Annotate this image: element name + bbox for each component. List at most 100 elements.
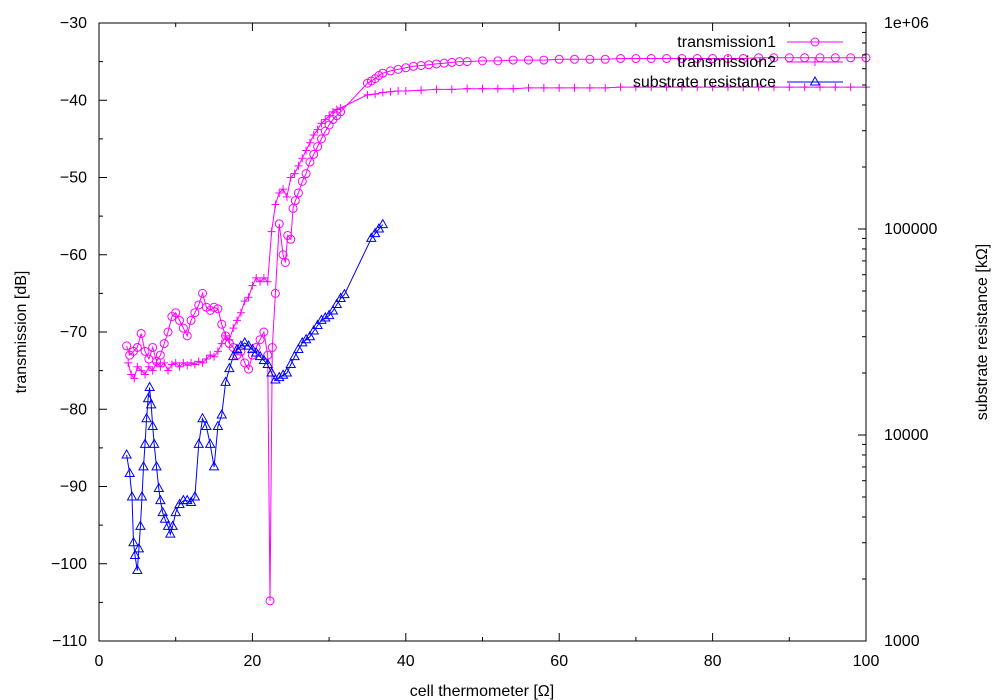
- data-point: [235, 340, 247, 350]
- data-point: [331, 298, 343, 309]
- y-tick-label: −100: [51, 556, 87, 573]
- data-point: [244, 364, 254, 374]
- data-point: [327, 304, 339, 315]
- data-point: [141, 370, 150, 379]
- data-point: [305, 138, 314, 147]
- data-point: [126, 490, 138, 501]
- y-tick-label: −30: [60, 15, 87, 32]
- data-point: [300, 333, 312, 344]
- data-point: [175, 315, 185, 325]
- data-point: [631, 83, 640, 92]
- data-point: [193, 438, 205, 448]
- data-point: [600, 54, 610, 64]
- data-point: [263, 277, 272, 286]
- data-point: [157, 506, 169, 517]
- data-point: [631, 54, 641, 64]
- data-point: [297, 176, 307, 186]
- data-point: [198, 358, 207, 367]
- series-3: [121, 218, 389, 574]
- data-point: [369, 227, 381, 238]
- data-point: [754, 83, 763, 92]
- series-layer: [121, 53, 871, 606]
- data-point: [286, 234, 296, 244]
- data-point: [216, 409, 228, 419]
- data-point: [144, 381, 155, 392]
- data-point: [508, 55, 518, 65]
- data-point: [186, 315, 196, 325]
- data-point: [201, 420, 212, 430]
- data-point: [151, 460, 162, 471]
- x-axis: 0 20 40 60 80 100: [95, 23, 879, 670]
- data-point: [135, 520, 146, 530]
- data-point: [262, 358, 274, 368]
- data-point: [708, 83, 717, 92]
- data-point: [285, 358, 297, 368]
- data-point: [309, 131, 318, 140]
- data-point: [164, 528, 176, 538]
- y-tick-label: −70: [60, 324, 87, 341]
- data-point: [175, 362, 184, 371]
- data-point: [478, 56, 487, 66]
- data-point: [159, 339, 169, 349]
- data-point: [247, 350, 257, 360]
- y2-tick-label: 10000: [884, 427, 929, 444]
- data-point: [286, 173, 295, 182]
- data-point: [432, 85, 441, 94]
- data-point: [210, 352, 219, 361]
- data-point: [289, 350, 300, 361]
- data-point: [386, 87, 395, 96]
- data-point: [308, 324, 320, 335]
- data-point: [265, 596, 275, 606]
- data-point: [846, 83, 855, 92]
- y2-tick-label: 100000: [884, 221, 937, 238]
- data-point: [208, 460, 220, 471]
- x-tick-label: 20: [244, 653, 262, 670]
- data-point: [197, 412, 208, 423]
- data-point: [371, 90, 380, 99]
- data-point: [224, 362, 235, 373]
- y-tick-label: −60: [60, 247, 87, 264]
- y2-tick-label: 1e+06: [884, 15, 929, 32]
- data-point: [270, 373, 281, 384]
- legend-swatch-marker: [809, 75, 821, 86]
- legend-label: transmission1: [677, 34, 776, 51]
- data-point: [217, 319, 227, 329]
- data-point: [139, 438, 151, 448]
- data-point: [585, 83, 594, 92]
- data-point: [463, 84, 472, 93]
- legend-label: substrate resistance: [633, 74, 776, 91]
- data-point: [290, 169, 299, 178]
- data-point: [296, 336, 308, 347]
- data-point: [723, 83, 732, 92]
- data-point: [524, 83, 533, 92]
- legend-swatch-marker: [810, 37, 820, 47]
- data-point: [244, 293, 253, 302]
- data-point: [281, 366, 293, 377]
- data-point: [478, 84, 487, 93]
- x-tick-label: 80: [704, 653, 722, 670]
- data-point: [417, 86, 426, 95]
- data-point: [339, 288, 350, 299]
- data-point: [616, 54, 626, 64]
- data-point: [221, 331, 230, 340]
- data-point: [133, 362, 142, 371]
- data-point: [167, 520, 178, 530]
- data-point: [122, 341, 132, 351]
- data-point: [164, 366, 173, 375]
- data-point: [247, 343, 258, 354]
- data-point: [662, 54, 672, 64]
- data-point: [136, 490, 148, 501]
- data-point: [167, 360, 176, 369]
- data-point: [616, 83, 625, 92]
- data-point: [138, 460, 149, 471]
- data-point: [140, 346, 150, 356]
- data-point: [144, 362, 153, 371]
- data-point: [171, 358, 180, 367]
- data-point: [319, 311, 331, 322]
- data-point: [194, 357, 203, 366]
- data-point: [233, 316, 242, 325]
- data-point: [693, 83, 702, 92]
- data-point: [204, 438, 216, 448]
- data-point: [316, 134, 326, 144]
